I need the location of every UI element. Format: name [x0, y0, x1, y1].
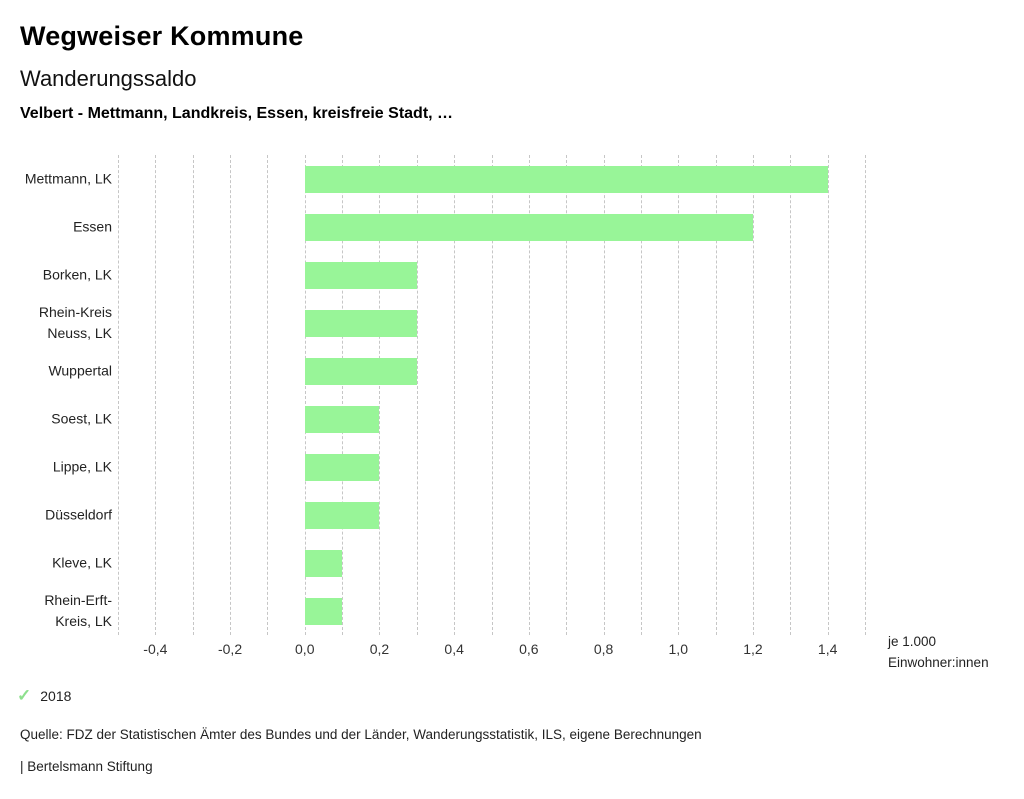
- check-icon: ✓: [17, 686, 32, 705]
- y-axis-label-line: Wuppertal: [48, 362, 112, 379]
- chart-title: Wanderungssaldo: [20, 66, 197, 91]
- gridline: [454, 155, 456, 635]
- gridline: [528, 155, 530, 635]
- bar-Rhein-Kreis Neuss, LK[interactable]: [304, 310, 417, 337]
- gridline: [230, 155, 232, 635]
- y-axis-label-Essen: Essen: [0, 217, 112, 238]
- x-axis-unit-line2: Einwohner:innen: [888, 655, 989, 670]
- gridline: [640, 155, 642, 635]
- x-axis-unit-line1: je 1.000: [888, 634, 937, 649]
- gridline: [491, 155, 493, 635]
- bar-Borken, LK[interactable]: [304, 262, 417, 289]
- page-title: Wegweiser Kommune: [20, 21, 304, 51]
- source-text: Quelle: FDZ der Statistischen Ämter des …: [20, 727, 702, 742]
- gridline: [865, 155, 866, 635]
- gridline: [678, 155, 680, 635]
- bar-Rhein-Erft-Kreis, LK[interactable]: [304, 598, 343, 625]
- y-axis-label-Soest, LK: Soest, LK: [0, 409, 112, 430]
- gridline: [304, 155, 306, 635]
- x-tick-1,4: 1,4: [817, 641, 838, 657]
- y-axis-label-Wuppertal: Wuppertal: [0, 361, 112, 382]
- bar-Soest, LK[interactable]: [304, 406, 380, 433]
- gridline: [155, 155, 157, 635]
- legend-item-2018[interactable]: ✓ 2018: [17, 687, 71, 704]
- gridline: [715, 155, 717, 635]
- bar-Essen[interactable]: [304, 214, 753, 241]
- gridline: [342, 155, 344, 635]
- gridline: [118, 155, 119, 635]
- y-axis-label-Rhein-Erft-Kreis, LK: Rhein-Erft- Kreis, LK: [0, 590, 112, 632]
- gridline: [267, 155, 269, 635]
- x-tick-1,0: 1,0: [668, 641, 688, 657]
- y-axis-label-line: Mettmann, LK: [24, 170, 112, 187]
- y-axis-label-line: Neuss, LK: [47, 325, 112, 341]
- gridline: [603, 155, 605, 635]
- bar-Düsseldorf[interactable]: [304, 502, 380, 529]
- y-axis-label-Lippe, LK: Lippe, LK: [0, 457, 112, 478]
- x-tick--0,2: -0,2: [217, 641, 243, 657]
- y-axis-label-line: Kreis, LK: [55, 613, 112, 629]
- chart-selection: Velbert - Mettmann, Landkreis, Essen, kr…: [20, 105, 454, 122]
- y-axis-label-line: Borken, LK: [42, 266, 112, 283]
- y-axis-labels: Mettmann, LK Essen Borken, LK Rhein-Kreis Ne…: [0, 155, 112, 635]
- y-axis-label-Düsseldorf: Düsseldorf: [0, 505, 112, 526]
- x-axis-ticks: -0,4 -0,2 0,0 0,2 0,4 0,6 0,8 1,0 1,2 1,4: [118, 641, 865, 659]
- y-axis-label-Borken, LK: Borken, LK: [0, 265, 112, 286]
- y-axis-label-line: Rhein-Kreis: [38, 304, 112, 320]
- gridline: [790, 155, 792, 635]
- x-tick-0,0: 0,0: [295, 641, 315, 657]
- legend-year-label: 2018: [40, 687, 72, 704]
- x-tick-0,8: 0,8: [593, 641, 614, 657]
- x-tick--0,4: -0,4: [143, 641, 168, 657]
- x-axis-unit-label: je 1.000 Einwohner:innen: [888, 631, 989, 673]
- gridline: [416, 155, 418, 635]
- y-axis-label-line: Düsseldorf: [45, 506, 112, 523]
- y-axis-label-Rhein-Kreis Neuss, LK: Rhein-Kreis Neuss, LK: [0, 302, 112, 344]
- y-axis-label-line: Essen: [73, 218, 112, 235]
- x-tick-0,2: 0,2: [369, 641, 390, 657]
- plot-area: [118, 155, 866, 635]
- gridline: [827, 155, 829, 635]
- gridline: [192, 155, 194, 635]
- y-axis-label-Kleve, LK: Kleve, LK: [0, 553, 112, 574]
- bar-Wuppertal[interactable]: [304, 358, 417, 385]
- bar-Lippe, LK[interactable]: [304, 454, 380, 481]
- gridline: [379, 155, 381, 635]
- y-axis-label-line: Kleve, LK: [52, 554, 112, 571]
- gridline: [566, 155, 568, 635]
- y-axis-label-line: Lippe, LK: [52, 458, 112, 475]
- x-tick-0,4: 0,4: [444, 641, 464, 657]
- y-axis-label-line: Soest, LK: [51, 410, 112, 427]
- bar-Kleve, LK[interactable]: [304, 550, 343, 577]
- y-axis-label-Mettmann, LK: Mettmann, LK: [0, 169, 112, 190]
- x-tick-0,6: 0,6: [519, 641, 539, 657]
- gridline: [752, 155, 754, 635]
- bar-Mettmann, LK[interactable]: [304, 166, 828, 193]
- x-tick-1,2: 1,2: [743, 641, 763, 657]
- y-axis-label-line: Rhein-Erft-: [44, 592, 112, 608]
- attribution-text: | Bertelsmann Stiftung: [20, 759, 153, 774]
